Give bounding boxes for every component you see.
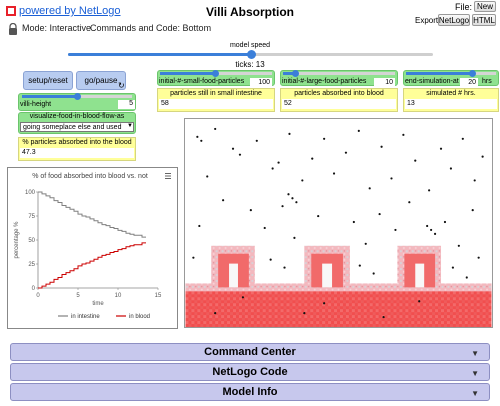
large-food-particles-value[interactable]: 10 <box>374 78 395 87</box>
x-tick-label: 15 <box>155 293 162 299</box>
forever-loop-icon: ↻ <box>118 81 125 90</box>
large-food-particles-label: initial-#-large-food-particles <box>282 78 367 85</box>
y-tick-label: 0 <box>32 286 36 292</box>
absorption-plot <box>7 167 178 329</box>
chevron-down-icon[interactable]: ▼ <box>127 123 133 129</box>
pct-absorbed-monitor-label: % particles absorbed into the blood <box>22 139 132 146</box>
villi-height-label: villi-height <box>20 101 52 108</box>
villi-height-thumb[interactable] <box>74 93 81 100</box>
export-netlogo-button[interactable]: NetLogo <box>438 14 470 26</box>
hamburger-icon[interactable] <box>165 173 171 179</box>
page-title: Villi Absorption <box>205 5 294 19</box>
villus <box>211 245 255 288</box>
chevron-down-icon[interactable]: ▼ <box>471 369 479 378</box>
particles-in-intestine-value: 58 <box>159 99 273 109</box>
model-speed-label: model speed <box>229 42 271 49</box>
setup-reset-button[interactable]: setup/reset <box>23 71 73 90</box>
villi-height-value[interactable]: 5 <box>118 100 135 109</box>
world-view[interactable] <box>184 118 493 328</box>
new-file-button[interactable]: New <box>474 1 496 12</box>
small-food-particles-label: initial-#-small-food-particles <box>159 78 245 85</box>
villus <box>397 245 442 288</box>
end-simulation-fill <box>406 72 472 75</box>
large-food-particles-fill <box>283 72 295 75</box>
lock-icon[interactable] <box>8 23 18 35</box>
commands-position-label: Commands and Code: Bottom <box>90 23 212 33</box>
powered-by-netlogo-link[interactable]: powered by NetLogo <box>19 5 121 17</box>
y-tick-label: 50 <box>28 238 35 244</box>
villi-height-fill <box>22 95 77 98</box>
export-label: Export: <box>415 16 441 25</box>
end-simulation-units: hrs <box>482 78 492 85</box>
netlogo-code-panel[interactable]: NetLogo Code ▼ <box>10 363 490 381</box>
food-particles <box>192 127 484 319</box>
model-info-panel[interactable]: Model Info ▼ <box>10 383 490 401</box>
intestine-wall <box>185 283 492 327</box>
plot-title: % of food absorbed into blood vs. not <box>32 173 148 180</box>
ticks-counter: ticks: 13 <box>235 60 265 69</box>
large-food-particles-track <box>283 72 395 75</box>
chevron-down-icon[interactable]: ▼ <box>471 349 479 358</box>
x-tick-label: 0 <box>36 293 40 299</box>
particles-absorbed-value: 52 <box>282 99 396 109</box>
legend-label: in blood <box>129 314 150 320</box>
netlogo-code-title: NetLogo Code <box>212 366 288 378</box>
villus <box>304 245 350 288</box>
export-html-button[interactable]: HTML <box>472 14 496 26</box>
simulated-hours-value: 13 <box>405 99 497 109</box>
visualize-food-select[interactable]: going someplace else and used <box>20 122 134 132</box>
go-pause-button[interactable]: go/pause <box>76 71 126 90</box>
chevron-down-icon[interactable]: ▼ <box>471 389 479 398</box>
y-tick-label: 100 <box>25 190 36 196</box>
small-food-particles-thumb[interactable] <box>212 70 219 77</box>
model-speed-thumb[interactable] <box>247 50 256 59</box>
command-center-title: Command Center <box>204 346 296 358</box>
command-center-panel[interactable]: Command Center ▼ <box>10 343 490 361</box>
file-label: File: <box>455 2 473 12</box>
model-speed-fill <box>68 53 251 56</box>
y-tick-label: 75 <box>28 214 35 220</box>
series-line-in-blood <box>38 242 146 289</box>
netlogo-logo-icon <box>6 6 16 16</box>
end-simulation-thumb[interactable] <box>469 70 476 77</box>
small-food-particles-fill <box>160 72 216 75</box>
small-food-particles-value[interactable]: 100 <box>250 78 272 87</box>
absorption-plot-chart: % of food absorbed into blood vs. not 0 2… <box>14 173 171 320</box>
x-tick-label: 5 <box>76 293 80 299</box>
end-simulation-label: end-simulation-at <box>405 78 459 85</box>
particles-in-intestine-label: particles still in small intestine <box>170 90 262 97</box>
large-food-particles-thumb[interactable] <box>292 70 299 77</box>
particles-absorbed-label: particles absorbed into blood <box>294 90 384 97</box>
visualize-food-chooser-label: visualize-food-in-blood-flow-as <box>29 113 125 120</box>
simulated-hours-label: simulated # hrs. <box>426 90 476 97</box>
model-info-title: Model Info <box>222 386 278 398</box>
y-axis-label: percentage % <box>14 221 20 259</box>
series-line-in-intestine <box>38 191 146 238</box>
end-simulation-value[interactable]: 20 <box>460 78 478 87</box>
y-tick-label: 25 <box>28 262 35 268</box>
mode-label: Mode: Interactive <box>22 23 92 33</box>
pct-absorbed-monitor-value: 47.3 <box>20 148 134 158</box>
x-axis-label: time <box>92 301 104 307</box>
x-tick-label: 10 <box>115 293 122 299</box>
legend-label: in intestine <box>71 314 100 320</box>
